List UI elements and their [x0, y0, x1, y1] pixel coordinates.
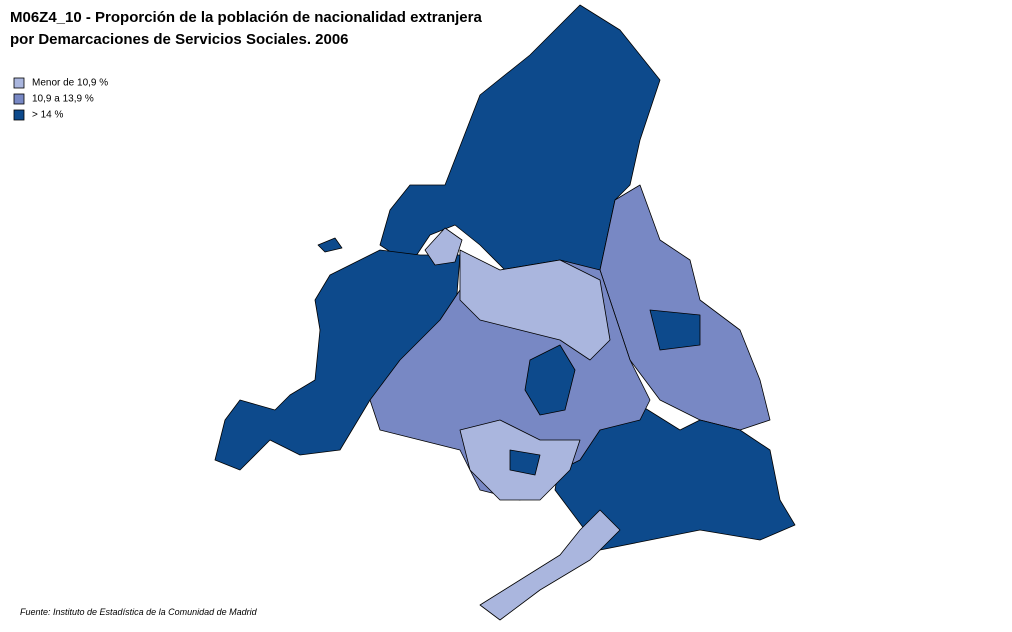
- region: [524, 344, 576, 416]
- legend-label: > 14 %: [32, 110, 64, 121]
- map: [214, 4, 796, 621]
- source-note: Fuente: Instituto de Estadística de la C…: [20, 607, 258, 617]
- legend-swatch: [13, 93, 25, 105]
- legend-label: 10,9 a 13,9 %: [32, 94, 94, 105]
- legend-label: Menor de 10,9 %: [32, 78, 108, 89]
- region: [509, 449, 541, 476]
- title-line: M06Z4_10 - Proporción de la población de…: [10, 9, 482, 26]
- legend: Menor de 10,9 % 10,9 a 13,9 % > 14 %: [13, 77, 108, 121]
- region: [459, 249, 611, 361]
- title-line: por Demarcaciones de Servicios Sociales.…: [10, 31, 349, 48]
- region: [424, 227, 463, 266]
- region: [649, 309, 701, 351]
- legend-swatch: [13, 77, 25, 89]
- region: [317, 237, 343, 253]
- region: [479, 509, 621, 621]
- legend-swatch: [13, 109, 25, 121]
